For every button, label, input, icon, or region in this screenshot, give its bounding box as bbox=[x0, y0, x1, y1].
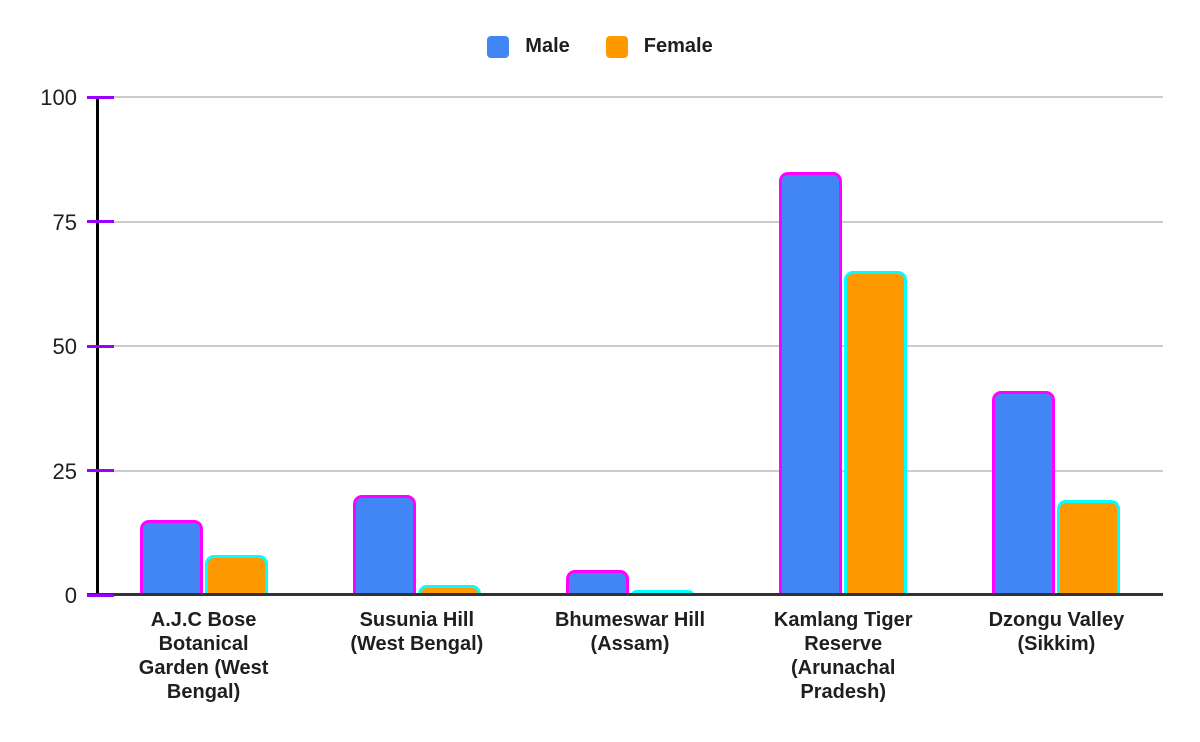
legend-swatch-male-icon bbox=[487, 35, 510, 58]
bar-female-3 bbox=[844, 271, 908, 595]
x-axis-line bbox=[87, 593, 1163, 596]
bar-male-2 bbox=[565, 570, 629, 595]
bar-female-4 bbox=[1057, 500, 1121, 595]
bar-male-1 bbox=[352, 495, 416, 595]
y-axis-tick-25 bbox=[87, 469, 114, 472]
category-label-3: Kamlang Tiger Reserve (Arunachal Pradesh) bbox=[737, 608, 950, 704]
category-label-line: Reserve bbox=[804, 633, 883, 655]
bar-male-4 bbox=[992, 390, 1056, 595]
category-label-line: (Arunachal bbox=[790, 657, 896, 679]
category-label-4: Dzongu Valley (Sikkim) bbox=[950, 608, 1163, 704]
category-label-line: Bengal) bbox=[166, 681, 241, 703]
y-axis-tick-0 bbox=[87, 593, 114, 597]
category-label-line: Dzongu Valley bbox=[988, 609, 1125, 631]
bar-female-0 bbox=[204, 555, 268, 595]
y-axis-labels: 0 25 50 75 100 bbox=[0, 85, 77, 608]
category-label-1: Susunia Hill (West Bengal) bbox=[310, 608, 523, 704]
bar-female-1 bbox=[417, 585, 481, 595]
bar-male-0 bbox=[139, 520, 203, 595]
bar-group-2 bbox=[523, 97, 736, 595]
gridline-100 bbox=[97, 96, 1163, 98]
legend-item-male: Male bbox=[487, 35, 570, 58]
gridline-25 bbox=[97, 469, 1163, 472]
x-axis-labels: A.J.C Bose Botanical Garden (West Bengal) Su… bbox=[97, 608, 1163, 704]
legend-item-female: Female bbox=[605, 35, 713, 58]
category-label-line: (Sikkim) bbox=[1017, 633, 1096, 655]
legend-label: Female bbox=[643, 35, 713, 57]
bar-group-0 bbox=[97, 97, 310, 595]
category-label-line: Susunia Hill bbox=[359, 609, 475, 631]
category-label-line: Garden (West bbox=[138, 657, 269, 679]
category-label-line: (West Bengal) bbox=[350, 633, 484, 655]
bar-male-3 bbox=[779, 171, 843, 595]
bar-group-4 bbox=[950, 97, 1163, 595]
plot-area bbox=[87, 95, 1163, 597]
category-label-line: Bhumeswar Hill bbox=[554, 609, 706, 631]
y-axis-tick-100 bbox=[87, 95, 114, 99]
bar-group-3 bbox=[737, 97, 950, 595]
category-label-line: (Assam) bbox=[590, 633, 670, 655]
gridline-50 bbox=[97, 345, 1163, 347]
y-tick-label: 75 bbox=[52, 209, 77, 235]
legend-label: Male bbox=[525, 35, 570, 57]
y-tick-label: 25 bbox=[52, 458, 77, 484]
category-label-line: Kamlang Tiger bbox=[773, 609, 913, 631]
y-tick-label: 0 bbox=[64, 583, 77, 608]
legend: Male Female bbox=[0, 35, 1200, 58]
y-tick-label: 50 bbox=[52, 334, 77, 359]
y-axis-tick-75 bbox=[87, 220, 114, 223]
category-label-2: Bhumeswar Hill (Assam) bbox=[523, 608, 736, 704]
bar-group-1 bbox=[310, 97, 523, 595]
y-tick-label: 100 bbox=[40, 85, 77, 110]
legend-swatch-female-icon bbox=[605, 35, 628, 58]
category-label-line: Pradesh) bbox=[800, 681, 886, 703]
category-label-0: A.J.C Bose Botanical Garden (West Bengal) bbox=[97, 608, 310, 704]
bar-female-2 bbox=[630, 590, 694, 595]
gridline-75 bbox=[97, 220, 1163, 223]
y-axis-tick-50 bbox=[87, 344, 114, 348]
category-label-line: Botanical bbox=[158, 633, 249, 655]
category-label-line: A.J.C Bose bbox=[150, 609, 257, 631]
